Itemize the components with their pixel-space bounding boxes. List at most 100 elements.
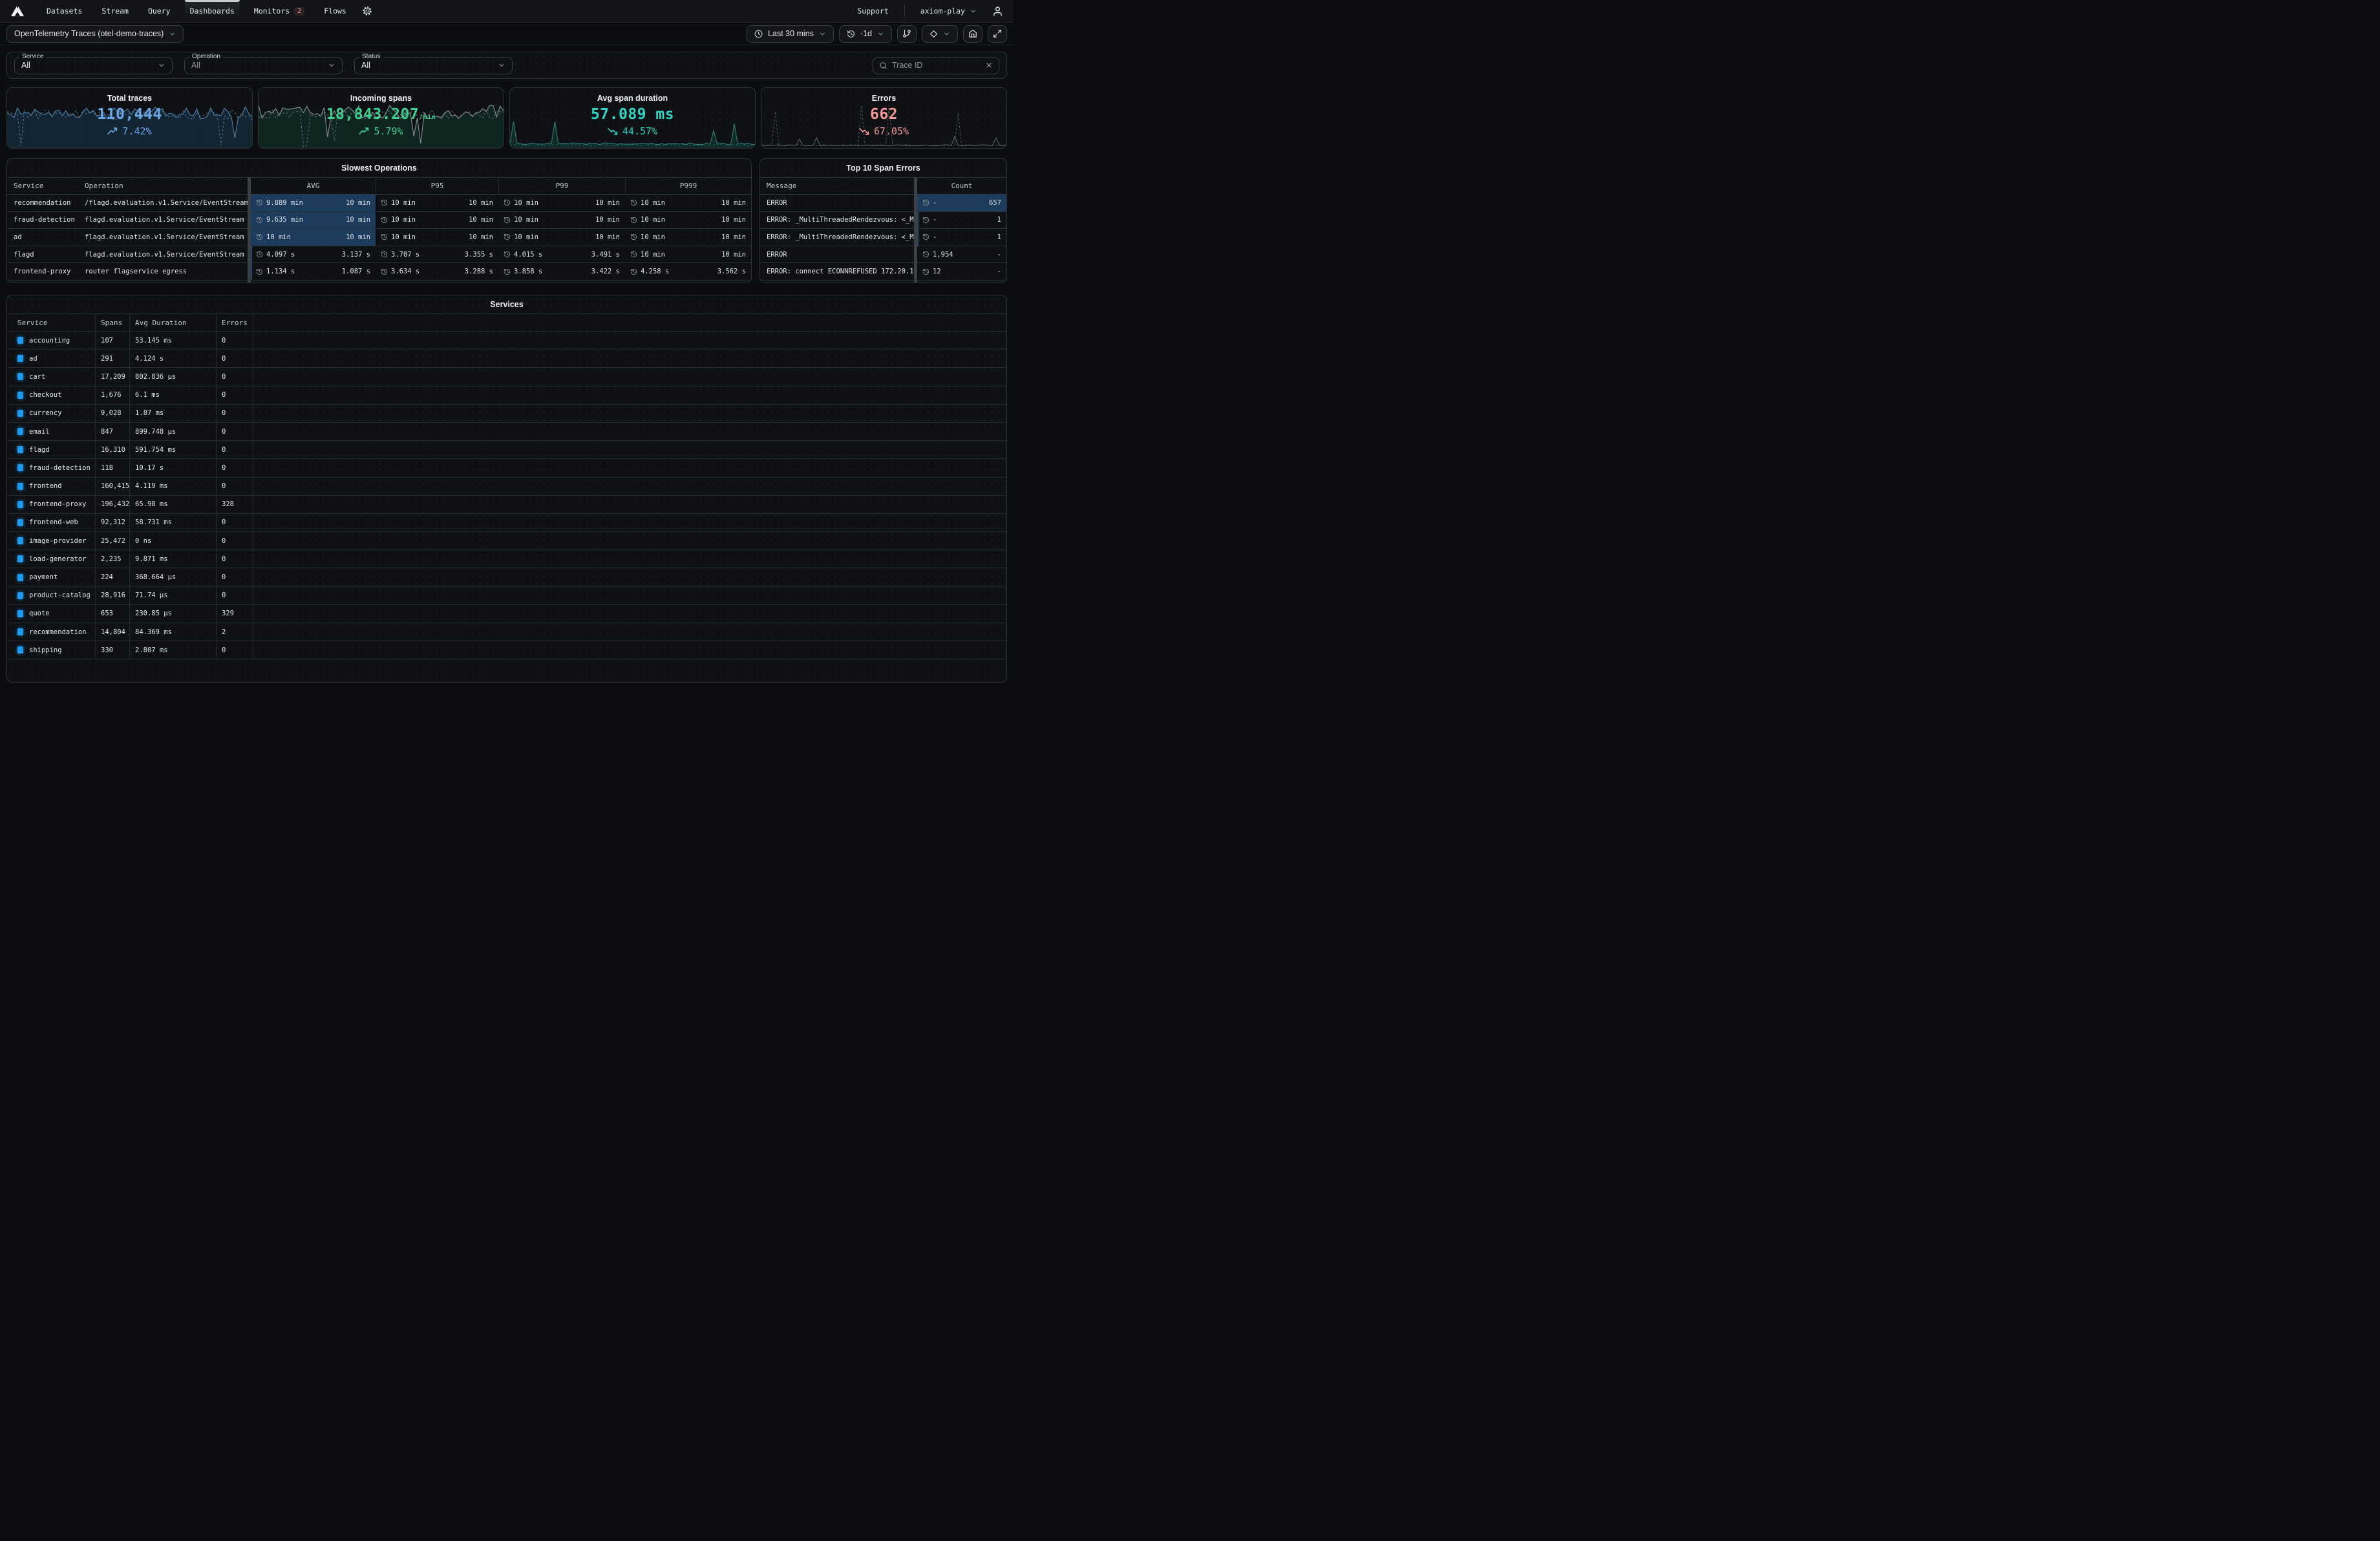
metric-cell: 10 min10 min <box>625 195 751 211</box>
column-scrollbar[interactable] <box>914 177 917 282</box>
metric-cell: 10 min10 min <box>625 212 751 229</box>
history-icon <box>504 217 511 224</box>
service-row[interactable]: payment224368.664 µs0 <box>7 568 1006 586</box>
service-name-cell: product-catalog <box>7 587 95 604</box>
service-row[interactable]: image-provider25,4720 ns0 <box>7 532 1006 550</box>
service-row[interactable]: checkout1,6766.1 ms0 <box>7 387 1006 405</box>
spans-cell: 28,916 <box>95 587 129 604</box>
compare-against-button[interactable]: -1d <box>839 25 892 43</box>
history-icon <box>922 251 930 258</box>
slowest-operations-row[interactable]: fraud-detectionflagd.evaluation.v1.Servi… <box>7 212 751 229</box>
history-icon <box>256 233 263 240</box>
kpi-value: 110,444 <box>7 106 252 123</box>
service-filter-select[interactable]: Service All <box>14 57 173 74</box>
fullscreen-button[interactable] <box>988 25 1007 43</box>
service-row[interactable]: fraud-detection11810.17 s0 <box>7 459 1006 477</box>
history-icon <box>504 199 511 206</box>
span-error-row[interactable]: ERROR1,954- <box>760 246 1006 264</box>
service-color-swatch-icon <box>17 574 23 581</box>
kpi-trend: 7.42% <box>7 125 252 137</box>
top-span-errors-header: Message Count <box>760 177 1006 195</box>
kpi-row: Total traces110,4447.42%Incoming spans18… <box>6 87 1007 149</box>
spans-cell: 17,209 <box>95 368 129 385</box>
spans-cell: 16,310 <box>95 441 129 458</box>
spans-cell: 653 <box>95 605 129 622</box>
nav-item-flows[interactable]: Flows <box>319 0 352 22</box>
service-cell: frontend-proxy <box>7 263 78 280</box>
org-switcher[interactable]: axiom-play <box>915 0 982 22</box>
service-color-swatch-icon <box>17 646 23 654</box>
avg-duration-cell: 84.369 ms <box>129 623 216 641</box>
service-row[interactable]: product-catalog28,91671.74 µs0 <box>7 587 1006 605</box>
dashboard-select[interactable]: OpenTelemetry Traces (otel-demo-traces) <box>6 25 184 43</box>
service-row[interactable]: cart17,209802.836 µs0 <box>7 368 1006 386</box>
nav-item-stream[interactable]: Stream <box>96 0 134 22</box>
nav-item-query[interactable]: Query <box>143 0 176 22</box>
nav-item-monitors[interactable]: Monitors2 <box>249 0 310 22</box>
axiom-logo[interactable] <box>10 5 25 17</box>
org-label: axiom-play <box>920 6 965 16</box>
service-row[interactable]: frontend-proxy196,43265.98 ms328 <box>7 496 1006 514</box>
nav-item-dashboards[interactable]: Dashboards <box>185 0 240 22</box>
service-row[interactable]: flagd16,310591.754 ms0 <box>7 441 1006 459</box>
service-row[interactable]: frontend-web92,31258.731 ms0 <box>7 514 1006 532</box>
col-spans: Spans <box>95 314 129 331</box>
home-button[interactable] <box>963 25 983 43</box>
column-scrollbar[interactable] <box>248 177 251 282</box>
slowest-operations-row[interactable]: frontend-proxyrouter flagservice egress1… <box>7 263 751 281</box>
kpi-value: 662 <box>761 106 1006 123</box>
avg-duration-cell: 802.836 µs <box>129 368 216 385</box>
errors-cell: 0 <box>216 641 253 659</box>
spans-cell: 330 <box>95 641 129 659</box>
nav-item-datasets[interactable]: Datasets <box>41 0 87 22</box>
service-filter-label: Service <box>19 53 46 60</box>
metric-cell: 10 min10 min <box>625 246 751 263</box>
time-range-label: Last 30 mins <box>768 29 814 38</box>
slowest-operations-row[interactable]: recommendation/flagd.evaluation.v1.Servi… <box>7 195 751 212</box>
operation-filter-select[interactable]: Operation All <box>184 57 343 74</box>
settings-gear-icon[interactable] <box>362 6 372 16</box>
support-link[interactable]: Support <box>852 0 893 22</box>
version-history-button[interactable] <box>897 25 917 43</box>
avg-duration-cell: 591.754 ms <box>129 441 216 458</box>
span-error-row[interactable]: ERROR-657 <box>760 195 1006 212</box>
services-title: Services <box>7 295 1006 314</box>
avg-duration-cell: 0 ns <box>129 532 216 549</box>
service-color-swatch-icon <box>17 537 23 544</box>
service-row[interactable]: email847899.748 µs0 <box>7 423 1006 441</box>
spans-cell: 847 <box>95 423 129 440</box>
clear-icon[interactable] <box>985 61 993 69</box>
span-error-row-partial <box>760 281 1006 283</box>
time-range-button[interactable]: Last 30 mins <box>747 25 834 43</box>
status-filter-select[interactable]: Status All <box>354 57 513 74</box>
user-avatar-icon[interactable] <box>992 6 1003 17</box>
service-row[interactable]: quote653230.85 µs329 <box>7 605 1006 623</box>
metric-cell: 3.634 s3.288 s <box>376 263 498 280</box>
service-row[interactable]: frontend160,4154.119 ms0 <box>7 478 1006 496</box>
operation-cell: router flagservice egress <box>78 263 248 280</box>
errors-cell: 0 <box>216 568 253 586</box>
service-color-swatch-icon <box>17 392 23 399</box>
annotations-button[interactable] <box>922 25 958 43</box>
slowest-operations-row[interactable]: flagdflagd.evaluation.v1.Service/EventSt… <box>7 246 751 264</box>
service-row[interactable]: currency9,0281.87 ms0 <box>7 405 1006 423</box>
git-branch-icon <box>902 29 911 38</box>
service-row[interactable]: shipping3302.807 ms0 <box>7 641 1006 659</box>
service-row[interactable]: accounting10753.145 ms0 <box>7 332 1006 350</box>
compare-label: -1d <box>860 29 872 38</box>
service-color-swatch-icon <box>17 501 23 508</box>
span-error-row[interactable]: ERROR: _MultiThreadedRendezvous: <_M…-1 <box>760 229 1006 246</box>
monitors-badge: 2 <box>294 7 304 16</box>
span-error-row[interactable]: ERROR: connect ECONNREFUSED 172.20.1…12- <box>760 263 1006 281</box>
service-cell: ad <box>7 229 78 246</box>
errors-cell: 0 <box>216 550 253 568</box>
service-row[interactable]: ad2914.124 s0 <box>7 350 1006 368</box>
span-error-row[interactable]: ERROR: _MultiThreadedRendezvous: <_M…-1 <box>760 212 1006 229</box>
spans-cell: 196,432 <box>95 496 129 513</box>
service-row[interactable]: load-generator2,2359.871 ms0 <box>7 550 1006 568</box>
kpi-title: Errors <box>761 94 1006 103</box>
slowest-operations-row[interactable]: adflagd.evaluation.v1.Service/EventStrea… <box>7 229 751 246</box>
count-cell: 12- <box>917 263 1006 280</box>
service-row[interactable]: recommendation14,80484.369 ms2 <box>7 623 1006 641</box>
trace-id-input[interactable] <box>892 61 981 70</box>
